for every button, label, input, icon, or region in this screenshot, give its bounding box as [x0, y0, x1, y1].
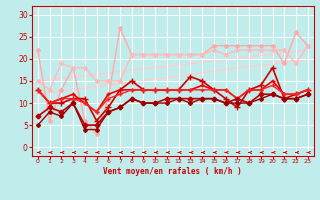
X-axis label: Vent moyen/en rafales ( km/h ): Vent moyen/en rafales ( km/h ) — [103, 167, 242, 176]
